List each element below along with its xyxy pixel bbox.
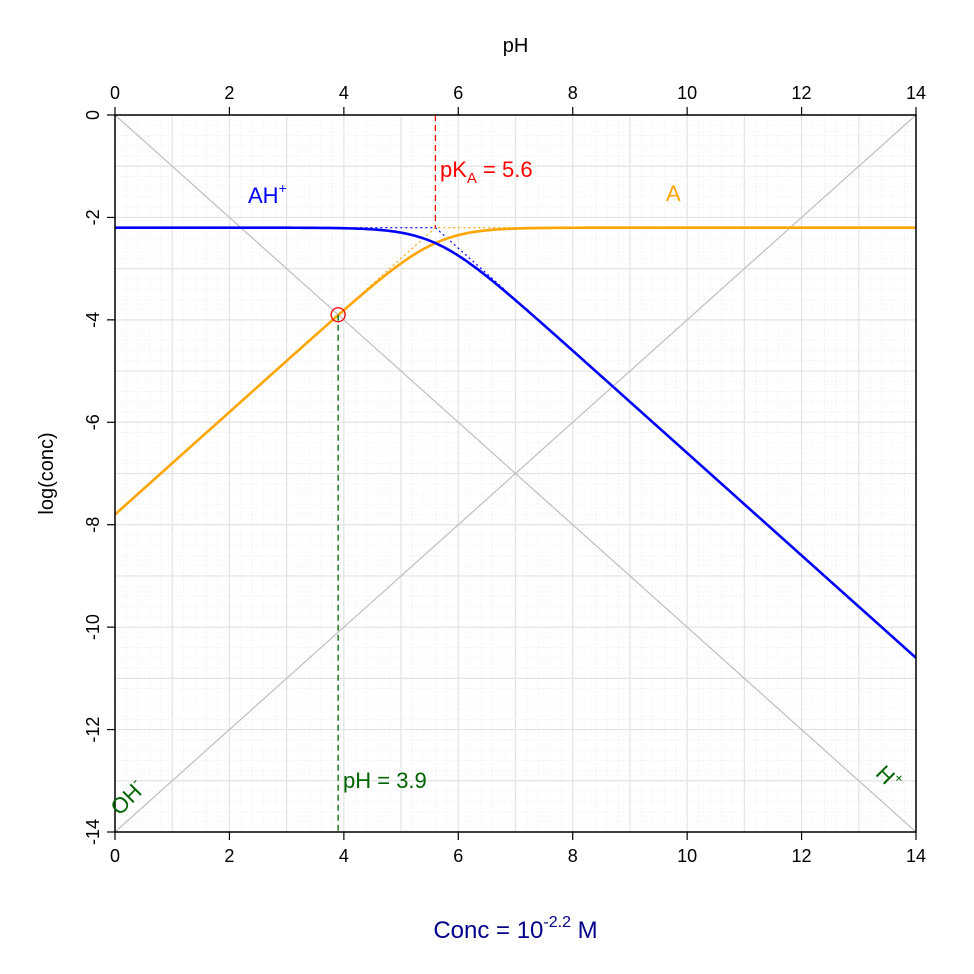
x-tick-label-bottom: 6 xyxy=(453,846,463,866)
top-axis-title: pH xyxy=(503,35,529,57)
a-curve xyxy=(115,226,916,516)
x-tick-label-top: 10 xyxy=(677,83,697,103)
y-axis-title: log(conc) xyxy=(36,432,58,514)
a-label: A xyxy=(666,181,681,206)
y-tick-label: -10 xyxy=(83,614,103,640)
y-tick-label: -8 xyxy=(83,517,103,533)
x-tick-label-bottom: 0 xyxy=(110,846,120,866)
y-tick-label: -14 xyxy=(83,819,103,845)
ah-label: AH+ xyxy=(248,180,287,208)
ph-solution-point xyxy=(330,307,346,323)
x-tick-label-bottom: 2 xyxy=(224,846,234,866)
x-tick-label-bottom: 12 xyxy=(792,846,812,866)
y-tick-label: -4 xyxy=(83,312,103,328)
x-tick-label-bottom: 8 xyxy=(568,846,578,866)
x-tick-label-top: 2 xyxy=(224,83,234,103)
pka-label: pKA = 5.6 xyxy=(440,157,533,187)
h-label: H+ xyxy=(871,758,908,795)
ah-plus-curve xyxy=(115,226,916,659)
ph-label: pH = 3.9 xyxy=(343,768,427,793)
y-tick-label: -6 xyxy=(83,414,103,430)
plot-area xyxy=(115,115,916,832)
y-tick-label: -12 xyxy=(83,717,103,743)
x-tick-label-bottom: 14 xyxy=(906,846,926,866)
x-tick-label-top: 6 xyxy=(453,83,463,103)
x-tick-label-top: 8 xyxy=(568,83,578,103)
plot-frame xyxy=(114,114,917,833)
x-tick-label-top: 0 xyxy=(110,83,120,103)
concentration-label: Conc = 10-2.2 M xyxy=(433,914,597,944)
y-tick-label: -2 xyxy=(83,209,103,225)
x-tick-label-top: 12 xyxy=(792,83,812,103)
oh-minus-line xyxy=(115,115,916,832)
x-tick-label-top: 4 xyxy=(339,83,349,103)
grid xyxy=(114,114,917,833)
x-tick-label-top: 14 xyxy=(906,83,926,103)
x-tick-label-bottom: 4 xyxy=(339,846,349,866)
x-tick-label-bottom: 10 xyxy=(677,846,697,866)
y-tick-label: 0 xyxy=(83,110,103,120)
